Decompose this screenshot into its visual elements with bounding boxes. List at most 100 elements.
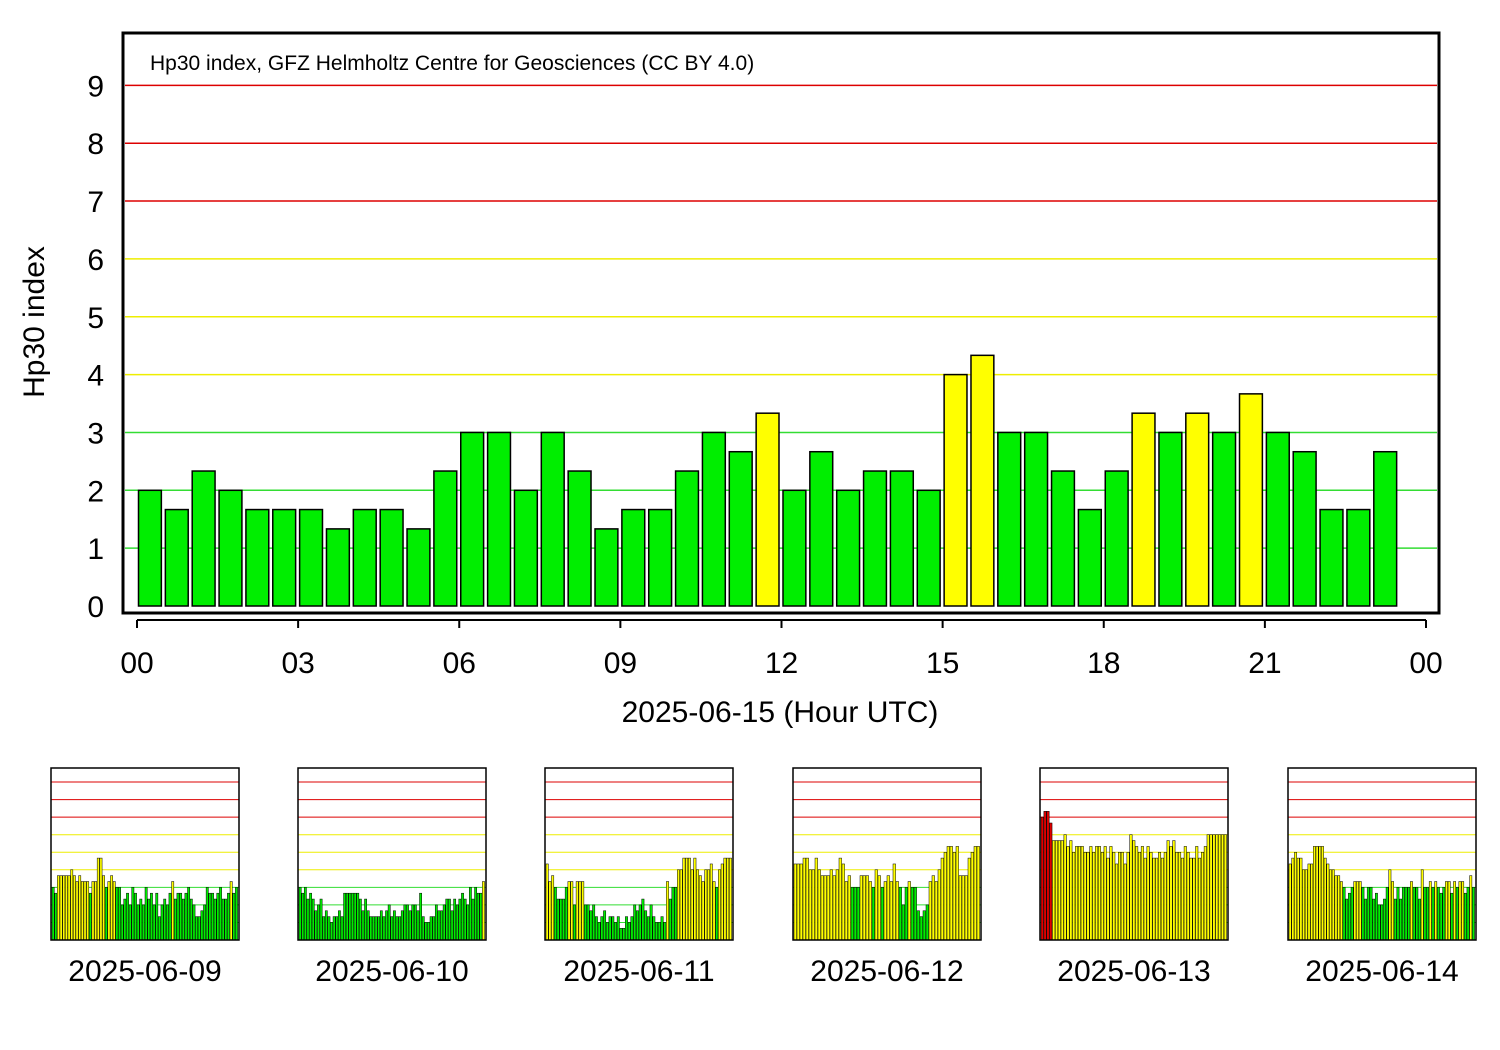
thumb-bar — [366, 910, 370, 941]
thumb-bar — [1060, 840, 1064, 941]
thumb-bar — [901, 904, 905, 941]
bar — [970, 354, 995, 607]
thumb-bar — [720, 863, 724, 941]
thumb-bar — [80, 881, 84, 941]
thumb-bar — [726, 857, 730, 941]
thumb-bar — [913, 887, 917, 941]
x-tick-label: 06 — [443, 647, 476, 680]
thumb-bar — [925, 904, 929, 941]
thumb-bar — [910, 887, 914, 941]
thumb-bar — [1412, 887, 1416, 941]
thumb-bar — [668, 898, 672, 941]
thumb-bar — [112, 881, 116, 941]
thumbnail-date-label: 2025-06-09 — [68, 955, 222, 988]
thumb-bar — [115, 887, 119, 941]
thumb-bar — [424, 922, 428, 941]
bar — [755, 412, 780, 607]
thumb-bar — [1203, 846, 1207, 941]
thumb-bar — [943, 851, 947, 941]
thumb-bar — [619, 928, 623, 941]
thumb-bar — [674, 887, 678, 941]
thumb-bar — [1106, 857, 1110, 941]
bar — [1131, 412, 1156, 607]
thumb-bar — [324, 910, 328, 941]
thumb-bar — [608, 916, 612, 941]
thumb-bar — [1455, 887, 1459, 941]
thumb-bar — [682, 857, 686, 941]
bar — [352, 508, 377, 607]
thumb-bar — [793, 863, 797, 941]
thumb-bar — [1366, 887, 1370, 941]
thumb-bar — [442, 904, 446, 941]
thumb-bar — [94, 881, 98, 941]
thumb-bar — [1401, 887, 1405, 941]
thumb-bar — [474, 887, 477, 941]
thumb-bar — [1092, 851, 1096, 941]
thumb-bar — [584, 904, 587, 941]
thumb-bar — [605, 922, 609, 941]
thumb-bar — [232, 892, 236, 941]
thumb-bar — [400, 910, 404, 941]
main-grid — [125, 84, 1437, 549]
thumb-bar — [657, 922, 661, 941]
thumbnail-date-label: 2025-06-13 — [1057, 955, 1211, 988]
thumb-bar — [964, 875, 968, 941]
thumb-bar — [372, 916, 375, 941]
thumb-bar — [1350, 887, 1354, 941]
plot-frame — [121, 31, 1441, 615]
bar — [1373, 450, 1398, 607]
thumb-bar — [330, 922, 333, 941]
bar — [1319, 508, 1344, 607]
bar — [486, 431, 512, 607]
thumb-bar — [1356, 881, 1359, 941]
thumb-bar — [1146, 846, 1150, 941]
thumb-bar — [655, 922, 658, 941]
thumb-bar — [408, 910, 412, 941]
bar — [567, 470, 592, 607]
thumb-bar — [126, 892, 129, 941]
thumb-bar — [171, 881, 175, 941]
thumb-bar — [889, 881, 893, 941]
thumb-bar — [644, 910, 648, 941]
thumb-bar — [1321, 846, 1324, 941]
thumb-bar — [416, 910, 420, 941]
thumb-bar — [1040, 816, 1044, 941]
thumb-bar — [1189, 857, 1193, 941]
thumb-bar — [1393, 898, 1397, 941]
thumb-bar — [345, 892, 349, 941]
thumbnail-date-label: 2025-06-11 — [563, 955, 715, 988]
bar — [728, 450, 753, 607]
thumb-bar — [86, 881, 90, 941]
thumb-bar — [679, 869, 683, 941]
thumb-bar — [907, 881, 911, 941]
thumb-bar — [1439, 892, 1443, 941]
thumb-bar — [107, 881, 111, 941]
thumb-bar — [1294, 851, 1297, 941]
thumb-bar — [387, 904, 391, 941]
thumb-bar — [556, 898, 560, 941]
bar — [433, 470, 458, 607]
thumb-bar — [142, 904, 145, 941]
thumb-bar — [589, 910, 593, 941]
thumb-bar — [192, 904, 196, 941]
thumb-bar — [1198, 857, 1202, 941]
thumb-bar — [685, 857, 689, 941]
thumb-bar — [1453, 881, 1456, 941]
thumb-bar — [437, 910, 441, 941]
thumbnail-chart-2025-06-14 — [1287, 767, 1477, 941]
thumb-bar — [1337, 875, 1341, 941]
thumb-bar — [434, 904, 438, 941]
thumb-bar — [306, 898, 310, 941]
thumb-bar — [1369, 887, 1373, 941]
thumb-bar — [638, 904, 642, 941]
thumb-bar — [1310, 863, 1314, 941]
thumb-bar — [208, 892, 212, 941]
thumb-bar — [1407, 887, 1411, 941]
bar — [889, 470, 915, 607]
thumb-bar — [359, 898, 362, 941]
thumb-bar — [51, 887, 55, 941]
bar — [647, 508, 673, 607]
thumb-bar — [1383, 898, 1386, 941]
thumb-bar — [553, 887, 557, 941]
thumb-bar — [332, 916, 336, 941]
